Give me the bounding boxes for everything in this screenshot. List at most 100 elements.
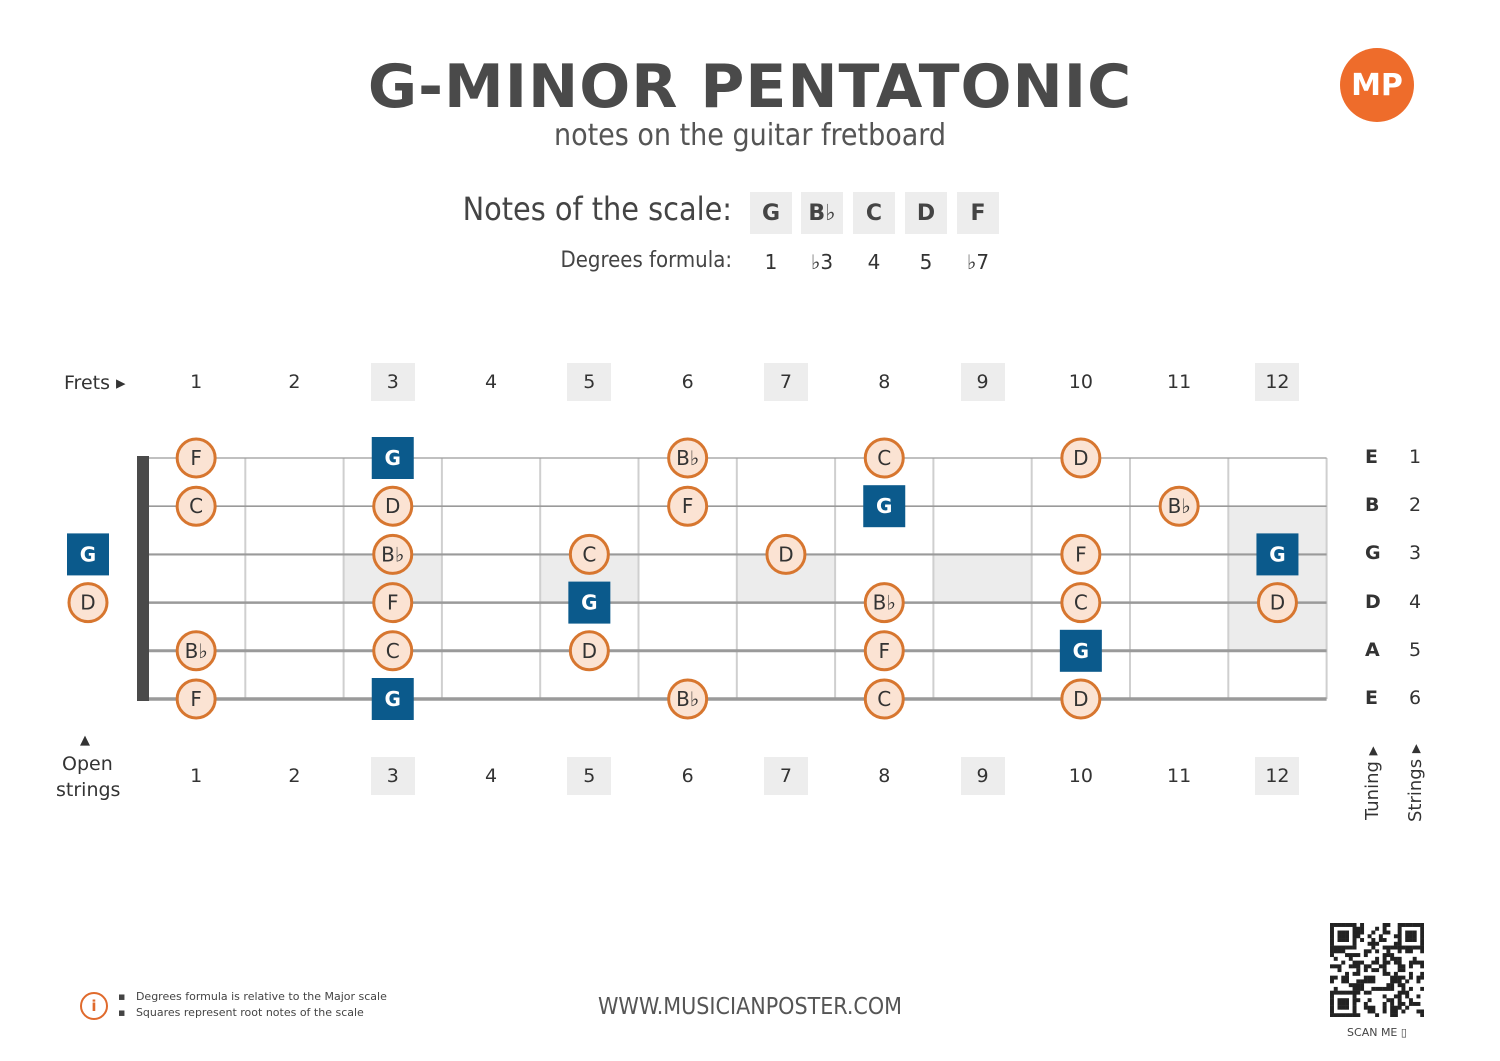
qr-module — [1341, 934, 1346, 939]
scale-note-marker: F — [175, 437, 217, 479]
qr-module — [1397, 934, 1402, 939]
info-line: ▪ Degrees formula is relative to the Maj… — [118, 990, 387, 1003]
qr-module — [1420, 964, 1424, 969]
qr-module — [1420, 945, 1424, 950]
qr-module — [1348, 964, 1353, 969]
qr-module — [1356, 930, 1361, 935]
qr-module — [1367, 1009, 1372, 1014]
qr-module — [1405, 930, 1410, 935]
scale-note-marker: F — [372, 582, 414, 624]
qr-module — [1382, 964, 1387, 969]
qr-module — [1348, 1013, 1353, 1017]
note-circle — [667, 678, 709, 720]
qr-module — [1356, 986, 1361, 991]
footer-url[interactable]: WWW.MUSICIANPOSTER.COM — [597, 994, 903, 1020]
note-circle — [67, 582, 109, 624]
qr-module — [1401, 923, 1406, 927]
qr-code-icon[interactable] — [1330, 923, 1424, 1017]
qr-module — [1360, 960, 1365, 965]
qr-module — [1382, 930, 1387, 935]
fret-number: 3 — [370, 757, 415, 795]
fret-number: 12 — [1255, 363, 1300, 401]
qr-module — [1405, 994, 1410, 999]
scale-note-marker: B♭ — [667, 437, 709, 479]
qr-module — [1352, 994, 1357, 999]
scale-note: F — [957, 192, 999, 234]
fret-number: 10 — [1068, 371, 1093, 393]
qr-module — [1356, 1013, 1361, 1017]
scale-degree: ♭3 — [810, 250, 834, 274]
qr-module — [1367, 998, 1372, 1003]
qr-module — [1405, 979, 1410, 984]
fret-number: 5 — [567, 757, 612, 795]
note-label: B♭ — [676, 446, 699, 470]
fret-number: 8 — [878, 765, 891, 787]
qr-module — [1367, 941, 1372, 946]
qr-module — [1378, 938, 1383, 942]
qr-module — [1382, 938, 1387, 942]
qr-module — [1363, 1005, 1368, 1010]
qr-module — [1341, 1013, 1346, 1017]
qr-module — [1390, 945, 1395, 950]
qr-module — [1408, 960, 1413, 965]
qr-module — [1333, 956, 1338, 961]
qr-module — [1416, 979, 1421, 984]
qr-module — [1393, 941, 1398, 946]
qr-module — [1330, 1009, 1334, 1014]
qr-module — [1397, 930, 1402, 935]
qr-module — [1330, 926, 1334, 931]
qr-module — [1408, 945, 1413, 950]
qr-module — [1345, 938, 1349, 942]
qr-module — [1330, 953, 1334, 958]
qr-module — [1330, 923, 1334, 927]
note-circle — [372, 533, 414, 575]
qr-module — [1375, 941, 1380, 946]
fret-number: 3 — [370, 363, 415, 401]
qr-module — [1397, 998, 1402, 1003]
qr-module — [1386, 998, 1391, 1003]
page-title: G-MINOR PENTATONIC — [367, 52, 1133, 122]
qr-module — [1337, 990, 1342, 995]
scale-note: D — [905, 192, 947, 234]
qr-module — [1345, 953, 1349, 958]
note-label: F — [1075, 542, 1087, 566]
qr-module — [1393, 1009, 1398, 1014]
qr-module — [1367, 975, 1372, 980]
note-circle — [175, 678, 217, 720]
qr-module — [1405, 945, 1410, 950]
qr-module — [1341, 1001, 1346, 1006]
note-label: C — [1074, 591, 1088, 615]
qr-module — [1330, 964, 1334, 969]
note-label: D — [1073, 687, 1088, 711]
qr-module — [1333, 964, 1338, 969]
fret-number: 4 — [485, 371, 498, 393]
fret-number: 9 — [960, 363, 1005, 401]
string-number: 5 — [1409, 638, 1422, 661]
qr-module — [1360, 986, 1365, 991]
qr-module — [1363, 968, 1368, 973]
qr-module — [1333, 945, 1338, 950]
qr-module — [1356, 964, 1361, 969]
qr-module — [1408, 938, 1413, 942]
qr-module — [1330, 949, 1334, 954]
qr-module — [1352, 926, 1357, 931]
qr-module — [1352, 986, 1357, 991]
qr-module — [1382, 968, 1387, 973]
scan-me-label: SCAN ME ▯ — [1347, 1026, 1407, 1039]
note-label: C — [189, 494, 203, 518]
qr-module — [1375, 1013, 1380, 1017]
qr-module — [1352, 945, 1357, 950]
note-circle — [1060, 437, 1102, 479]
qr-module — [1397, 945, 1402, 950]
qr-module — [1397, 975, 1402, 980]
qr-module — [1360, 938, 1365, 942]
qr-module — [1348, 945, 1353, 950]
qr-module — [1375, 960, 1380, 965]
scale-note-marker: F — [1060, 533, 1102, 575]
qr-module — [1397, 983, 1402, 988]
qr-module — [1408, 998, 1413, 1003]
qr-module — [1420, 986, 1424, 991]
qr-module — [1393, 934, 1398, 939]
note-circle — [765, 533, 807, 575]
root-note-marker: G — [67, 533, 109, 576]
